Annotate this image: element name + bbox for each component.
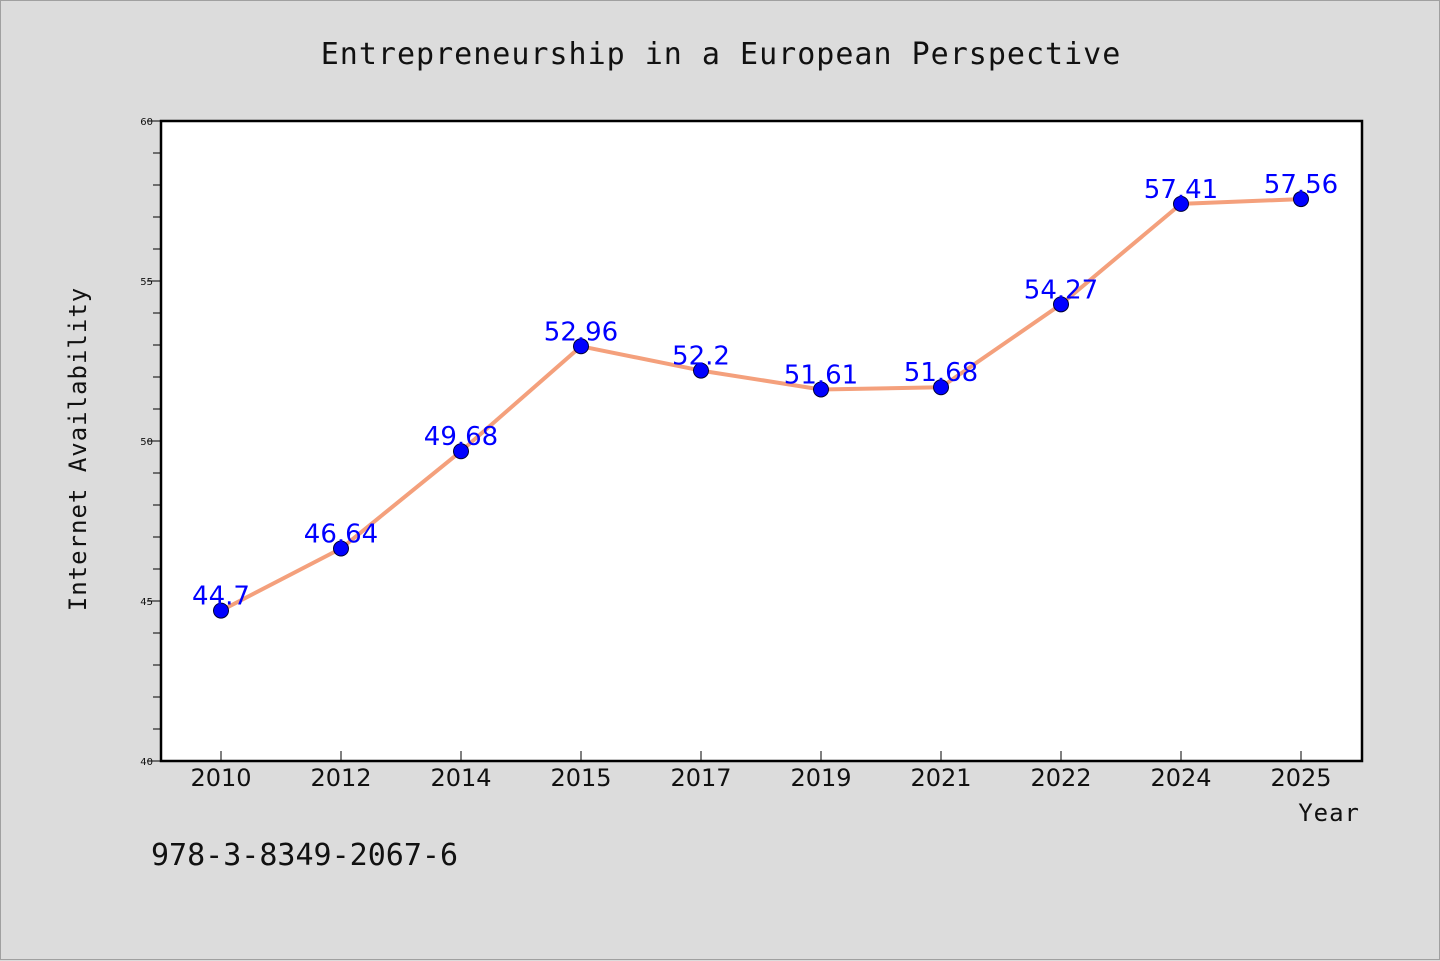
data-label: 49.68 xyxy=(424,422,498,452)
data-point xyxy=(933,379,949,396)
data-label: 44.7 xyxy=(192,582,250,612)
x-axis-ticks: 2010 2012 2014 2015 2017 2019 2021 2022 2024 2025 xyxy=(190,751,1332,792)
y-tick-label: 45 xyxy=(140,597,153,608)
data-label: 52.96 xyxy=(544,317,618,347)
y-tick-label: 40 xyxy=(140,757,153,768)
x-tick-label: 2019 xyxy=(790,764,851,792)
data-point xyxy=(1173,195,1189,212)
isbn-text: 978-3-8349-2067-6 xyxy=(151,838,458,873)
x-axis-label: Year xyxy=(1298,799,1360,827)
y-axis-ticks: 40 45 50 55 60 xyxy=(140,117,161,768)
data-label: 52.2 xyxy=(672,342,730,372)
y-tick-label: 60 xyxy=(140,117,153,128)
x-tick-label: 2010 xyxy=(190,764,251,792)
data-label: 54.27 xyxy=(1024,275,1098,305)
y-tick-label: 50 xyxy=(140,437,153,448)
x-tick-label: 2025 xyxy=(1270,764,1331,792)
plot-area xyxy=(161,121,1362,761)
data-point xyxy=(213,602,229,619)
chart-title: Entrepreneurship in a European Perspecti… xyxy=(321,37,1122,72)
y-tick-label: 55 xyxy=(140,277,153,288)
plot-border xyxy=(159,119,1364,763)
data-point xyxy=(1053,296,1069,313)
data-point xyxy=(813,381,829,398)
x-tick-label: 2017 xyxy=(670,764,731,792)
data-point xyxy=(693,362,709,379)
series-markers xyxy=(213,191,1309,619)
series-line xyxy=(219,197,1303,613)
data-point xyxy=(333,540,349,557)
data-label: 57.56 xyxy=(1264,170,1338,200)
x-tick-label: 2015 xyxy=(550,764,611,792)
x-tick-label: 2012 xyxy=(310,764,371,792)
data-label: 46.64 xyxy=(304,520,378,550)
data-label: 57.41 xyxy=(1144,175,1218,205)
data-label: 51.61 xyxy=(784,360,858,390)
data-point xyxy=(453,443,469,460)
x-tick-label: 2021 xyxy=(910,764,971,792)
y-axis-label: Internet Availability xyxy=(64,287,92,611)
data-point xyxy=(1293,191,1309,208)
x-tick-label: 2024 xyxy=(1150,764,1211,792)
data-labels: 44.7 46.64 49.68 52.96 52.2 51.61 51.68 54.27 57… xyxy=(192,170,1338,612)
x-tick-label: 2014 xyxy=(430,764,491,792)
data-label: 51.68 xyxy=(904,358,978,388)
data-point xyxy=(573,338,589,355)
x-tick-label: 2022 xyxy=(1030,764,1091,792)
